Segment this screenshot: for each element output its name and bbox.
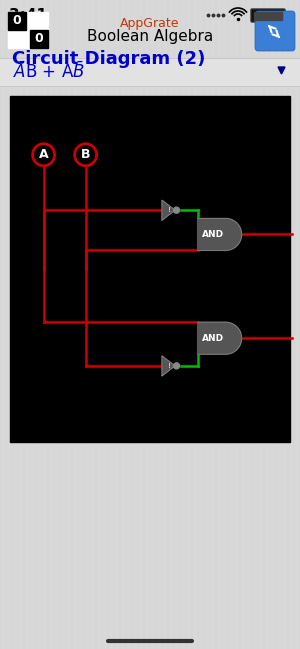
- Bar: [0, 58, 300, 86]
- Text: 1: 1: [34, 14, 43, 27]
- Bar: [8, 12, 48, 48]
- Text: !: !: [168, 363, 171, 369]
- Bar: [30, 30, 48, 48]
- Polygon shape: [162, 356, 175, 376]
- Circle shape: [173, 207, 179, 213]
- Text: 3:41: 3:41: [9, 8, 47, 23]
- Text: 1: 1: [13, 32, 21, 45]
- Polygon shape: [162, 200, 175, 220]
- Text: AND: AND: [202, 230, 224, 239]
- Bar: [254, 12, 282, 19]
- Text: AppGrate: AppGrate: [120, 18, 180, 31]
- Text: $\bar{A}$B + A$\bar{B}$: $\bar{A}$B + A$\bar{B}$: [13, 62, 85, 82]
- Bar: [284, 13, 287, 18]
- Circle shape: [173, 363, 179, 369]
- Text: !: !: [168, 207, 171, 213]
- FancyBboxPatch shape: [251, 9, 285, 22]
- Polygon shape: [278, 67, 285, 74]
- Text: Circuit Diagram (2): Circuit Diagram (2): [12, 50, 206, 68]
- Text: Boolean Algebra: Boolean Algebra: [87, 29, 213, 45]
- Text: 0: 0: [34, 32, 43, 45]
- Text: AND: AND: [202, 334, 224, 343]
- FancyBboxPatch shape: [255, 11, 295, 51]
- Text: A: A: [39, 149, 48, 162]
- Polygon shape: [198, 322, 242, 354]
- Bar: [10, 96, 290, 442]
- Text: B: B: [81, 149, 90, 162]
- Text: 0: 0: [13, 14, 21, 27]
- Polygon shape: [198, 219, 242, 251]
- Bar: [8, 12, 26, 30]
